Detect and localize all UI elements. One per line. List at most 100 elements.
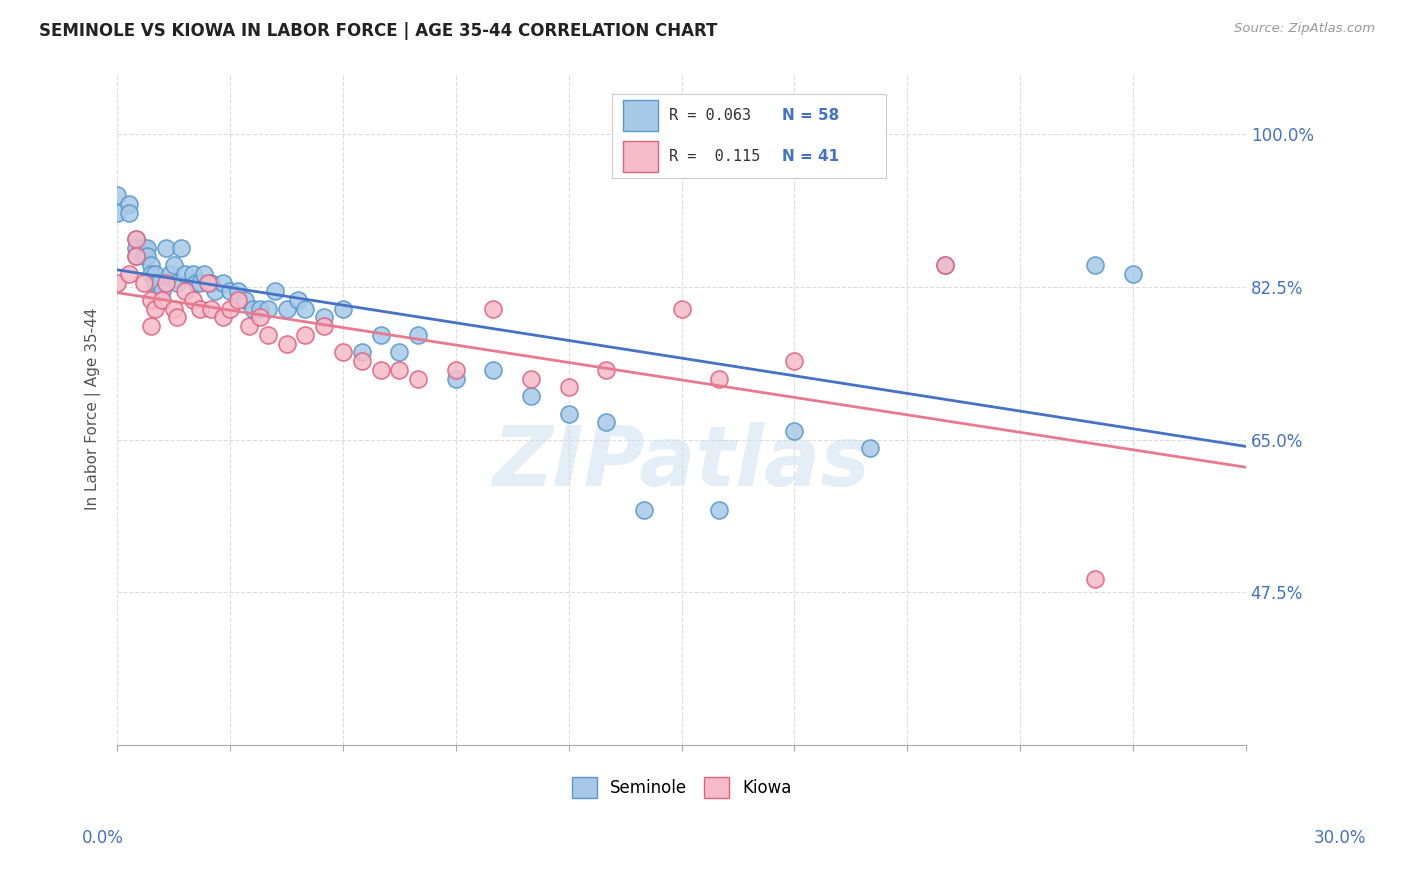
Y-axis label: In Labor Force | Age 35-44: In Labor Force | Age 35-44 bbox=[86, 308, 101, 510]
Point bbox=[287, 293, 309, 307]
Point bbox=[783, 354, 806, 368]
Point bbox=[226, 285, 249, 299]
Point bbox=[105, 188, 128, 202]
Point bbox=[200, 276, 222, 290]
Point bbox=[276, 336, 298, 351]
Point bbox=[406, 327, 429, 342]
Point bbox=[170, 241, 193, 255]
Bar bbox=[623, 141, 658, 171]
Point bbox=[350, 354, 373, 368]
Point bbox=[188, 301, 211, 316]
Point bbox=[136, 249, 159, 263]
Point bbox=[193, 267, 215, 281]
Legend: Seminole, Kiowa: Seminole, Kiowa bbox=[565, 771, 799, 805]
Point bbox=[197, 276, 219, 290]
Point bbox=[350, 345, 373, 359]
Point bbox=[105, 205, 128, 219]
Point bbox=[143, 267, 166, 281]
Text: R =  0.115: R = 0.115 bbox=[669, 149, 761, 164]
Point bbox=[139, 319, 162, 334]
Point bbox=[633, 502, 655, 516]
Point bbox=[314, 310, 336, 325]
Text: 30.0%: 30.0% bbox=[1313, 829, 1367, 847]
Point bbox=[174, 267, 197, 281]
Point bbox=[163, 258, 186, 272]
Point bbox=[211, 310, 233, 325]
Point bbox=[249, 310, 271, 325]
Text: N = 58: N = 58 bbox=[782, 108, 839, 123]
Point bbox=[186, 276, 208, 290]
Point bbox=[314, 319, 336, 334]
Point bbox=[388, 363, 411, 377]
Point bbox=[204, 285, 226, 299]
Point bbox=[139, 293, 162, 307]
Point bbox=[370, 327, 392, 342]
Point bbox=[482, 301, 505, 316]
Point bbox=[707, 502, 730, 516]
Point bbox=[159, 267, 181, 281]
Point bbox=[152, 293, 174, 307]
Point bbox=[294, 327, 316, 342]
Point bbox=[188, 276, 211, 290]
Text: 0.0%: 0.0% bbox=[82, 829, 124, 847]
Point bbox=[406, 371, 429, 385]
Point bbox=[181, 267, 204, 281]
Text: SEMINOLE VS KIOWA IN LABOR FORCE | AGE 35-44 CORRELATION CHART: SEMINOLE VS KIOWA IN LABOR FORCE | AGE 3… bbox=[39, 22, 717, 40]
Point bbox=[117, 205, 139, 219]
Text: ZIPatlas: ZIPatlas bbox=[492, 423, 870, 503]
Point bbox=[132, 276, 155, 290]
Point bbox=[1084, 258, 1107, 272]
Point bbox=[557, 407, 579, 421]
Point bbox=[249, 301, 271, 316]
Point bbox=[174, 285, 197, 299]
Point bbox=[166, 276, 188, 290]
Point bbox=[211, 276, 233, 290]
Point bbox=[105, 276, 128, 290]
Point bbox=[163, 301, 186, 316]
Point bbox=[238, 319, 260, 334]
Point bbox=[155, 241, 177, 255]
Point bbox=[444, 371, 467, 385]
Point bbox=[117, 267, 139, 281]
Point bbox=[444, 363, 467, 377]
Point bbox=[595, 415, 617, 429]
Text: N = 41: N = 41 bbox=[782, 149, 839, 164]
Point bbox=[783, 424, 806, 438]
Point bbox=[482, 363, 505, 377]
Point bbox=[859, 442, 882, 456]
Point bbox=[332, 345, 354, 359]
Text: R = 0.063: R = 0.063 bbox=[669, 108, 751, 123]
Point bbox=[388, 345, 411, 359]
Point bbox=[139, 267, 162, 281]
Point bbox=[166, 310, 188, 325]
Point bbox=[934, 258, 956, 272]
Point bbox=[117, 197, 139, 211]
Point bbox=[181, 293, 204, 307]
Point bbox=[520, 389, 543, 403]
Point bbox=[152, 285, 174, 299]
Point bbox=[143, 276, 166, 290]
Point bbox=[148, 276, 170, 290]
Point bbox=[219, 301, 242, 316]
Point bbox=[132, 241, 155, 255]
Point bbox=[200, 301, 222, 316]
Point bbox=[707, 371, 730, 385]
Point bbox=[1122, 267, 1144, 281]
Point bbox=[125, 249, 148, 263]
Point bbox=[136, 241, 159, 255]
Point bbox=[370, 363, 392, 377]
Point bbox=[132, 249, 155, 263]
Point bbox=[233, 293, 256, 307]
Point bbox=[242, 301, 264, 316]
Point bbox=[264, 285, 287, 299]
Point bbox=[332, 301, 354, 316]
Point bbox=[155, 276, 177, 290]
Text: Source: ZipAtlas.com: Source: ZipAtlas.com bbox=[1234, 22, 1375, 36]
Point bbox=[256, 327, 278, 342]
Point bbox=[294, 301, 316, 316]
Point bbox=[520, 371, 543, 385]
Point bbox=[934, 258, 956, 272]
Point bbox=[276, 301, 298, 316]
Point bbox=[219, 285, 242, 299]
Point bbox=[125, 232, 148, 246]
